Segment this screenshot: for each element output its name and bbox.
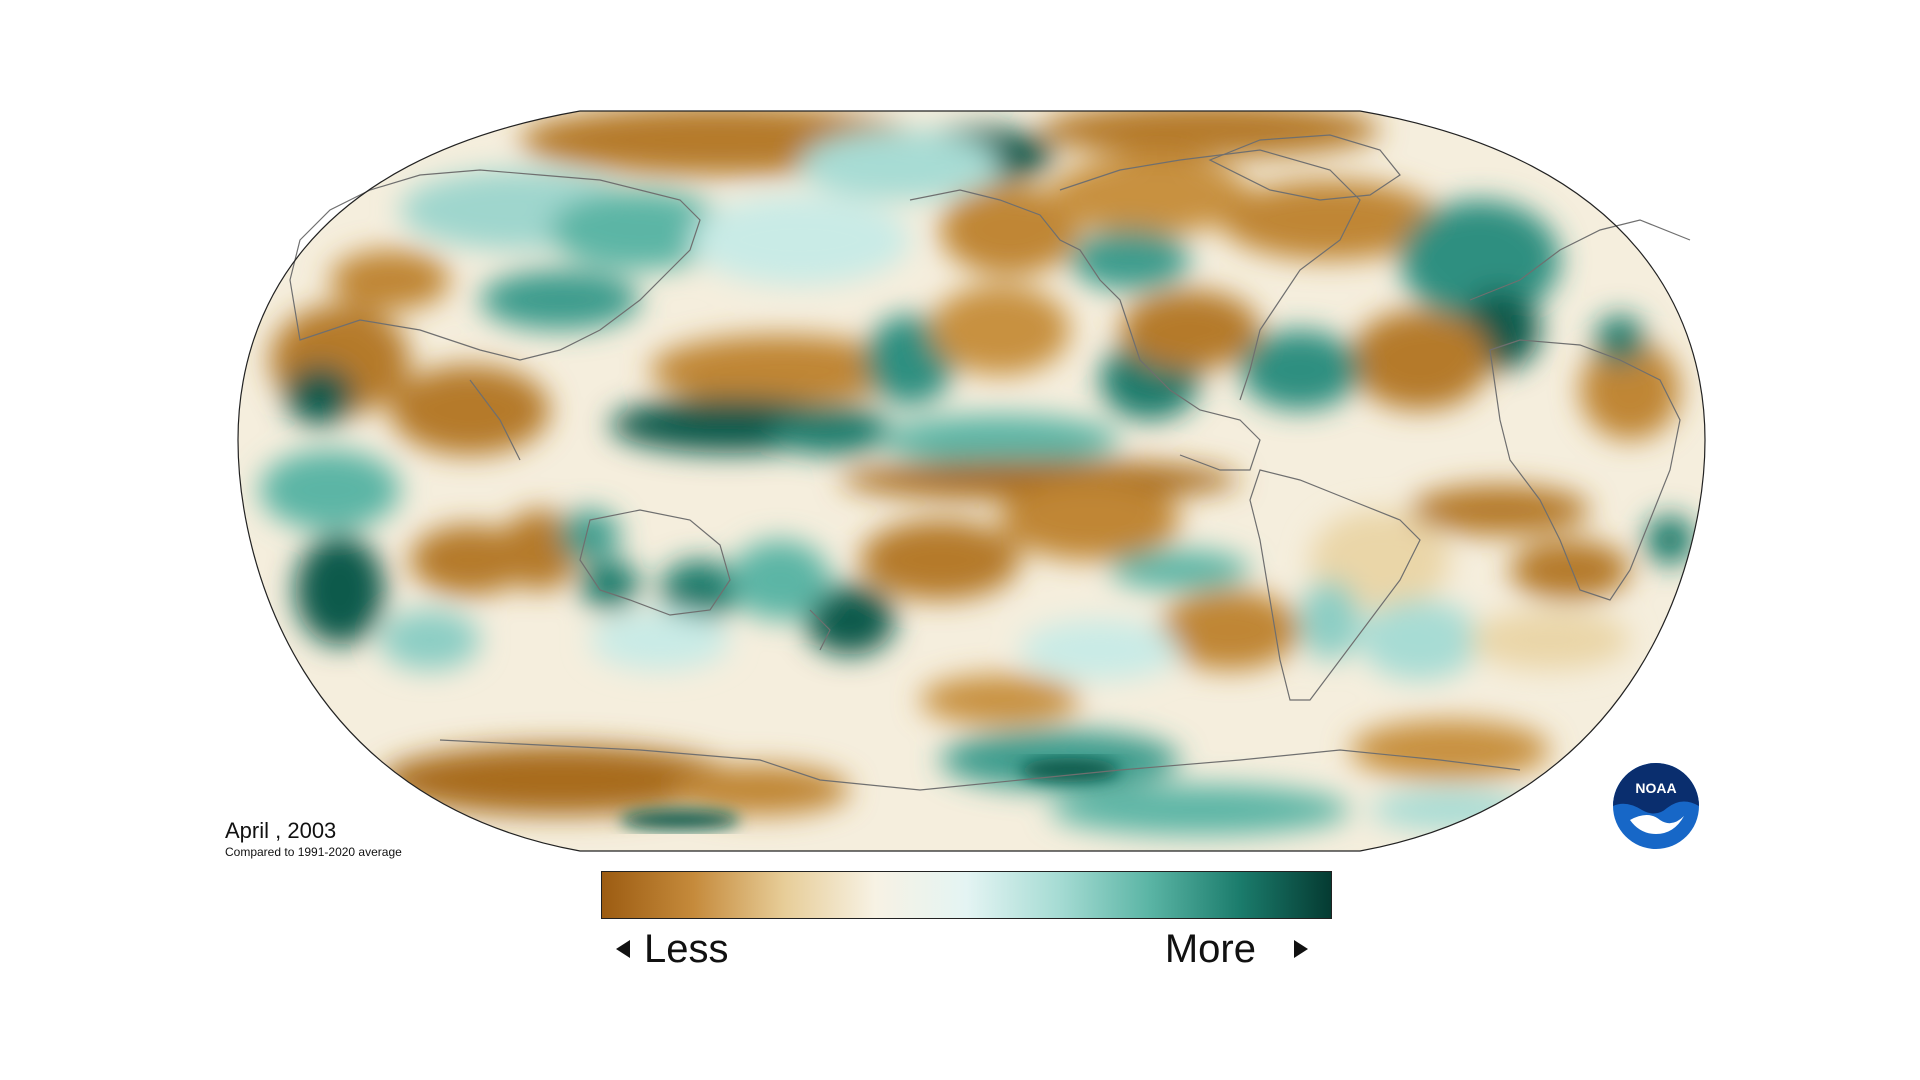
anomaly-patch [1350,310,1490,410]
south-america-coastline [1249,469,1421,701]
australia-coastline [579,509,731,616]
anomaly-patch [1050,155,1250,235]
anomaly-patch [1360,600,1480,680]
noaa-logo-text: NOAA [1635,780,1676,796]
noaa-logo-bird-icon [1630,815,1684,834]
anomaly-patch [1070,230,1190,290]
anomaly-patch [1220,180,1440,260]
anomaly-patch [620,810,740,830]
noaa-logo-top [1613,763,1699,814]
anomaly-patch [295,535,385,645]
north-america-east-coastline [1059,149,1361,401]
legend-less-label: Less [644,927,729,971]
asia-coastline [289,169,701,361]
anomaly-patch [1595,315,1645,365]
anomaly-patch [770,405,890,455]
anomaly-patch [285,365,355,425]
caption-subtitle: Compared to 1991-2020 average [225,845,402,859]
anomaly-patch [1020,758,1120,782]
anomaly-patch [1400,200,1560,320]
anomaly-patch [1020,620,1180,680]
anomaly-patch [860,520,1020,600]
anomaly-patch [380,610,480,670]
anomaly-patch [1645,515,1695,565]
anomaly-patch [1050,785,1350,835]
anomaly-patch [380,745,740,815]
anomaly-patch [1410,485,1590,535]
anomaly-field [238,111,1705,851]
coastlines [289,134,1691,791]
anomaly-patch [1370,790,1530,830]
anomaly-patch [1040,111,1380,158]
antarctica-coastline [439,739,1521,791]
anomaly-patch [1110,550,1250,590]
north-america-coastline [909,189,1261,471]
anomaly-patch [1120,290,1260,370]
map-frame [237,110,1706,852]
caption-title: April , 2003 [225,818,337,843]
anomaly-patch [930,285,1070,375]
anomaly-patch [650,335,910,405]
anomaly-patch [730,540,830,620]
anomaly-patch [940,185,1080,275]
anomaly-patch [480,270,640,330]
anomaly-patch [410,525,530,595]
anomaly-patch [590,610,730,670]
anomaly-patch [390,365,550,455]
africa-coastline [1489,339,1681,601]
legend-more-label: More [1164,927,1256,971]
anomaly-patch [690,195,910,285]
legend-more: More [1165,925,1308,973]
anomaly-patch [330,250,450,310]
anomaly-patch [550,190,730,270]
anomaly-patch [1350,720,1550,780]
anomaly-detail [620,758,1120,830]
anomaly-patch [1240,330,1360,410]
new-zealand-coastline [809,609,831,651]
europe-coastline [1469,219,1691,301]
anomaly-blobs [260,111,1695,835]
anomaly-patch [670,765,850,815]
anomaly-patch [1160,590,1300,670]
anomaly-patch [920,675,1080,725]
anomaly-patch [1580,340,1680,440]
left-arrow-icon [616,940,630,958]
right-arrow-icon [1294,940,1308,958]
anomaly-patch [800,130,1000,200]
anomaly-patch [660,560,740,620]
anomaly-patch [1470,610,1630,670]
anomaly-patch [880,415,1120,465]
map-caption: April , 2003 Compared to 1991-2020 avera… [225,818,402,860]
noaa-logo: NOAA [1613,763,1699,849]
legend-less: Less [616,925,729,973]
anomaly-patch [580,560,640,610]
anomaly-patch [500,510,580,590]
anomaly-patch [560,510,620,560]
greenland-coastline [1208,134,1401,201]
anomaly-patch [1000,480,1180,560]
anomaly-patch [260,450,400,530]
anomaly-patch [1300,580,1360,660]
india-coastline [469,379,521,461]
anomaly-patch [1510,540,1630,600]
anomaly-patch [805,585,895,655]
legend-colorbar [601,871,1332,919]
